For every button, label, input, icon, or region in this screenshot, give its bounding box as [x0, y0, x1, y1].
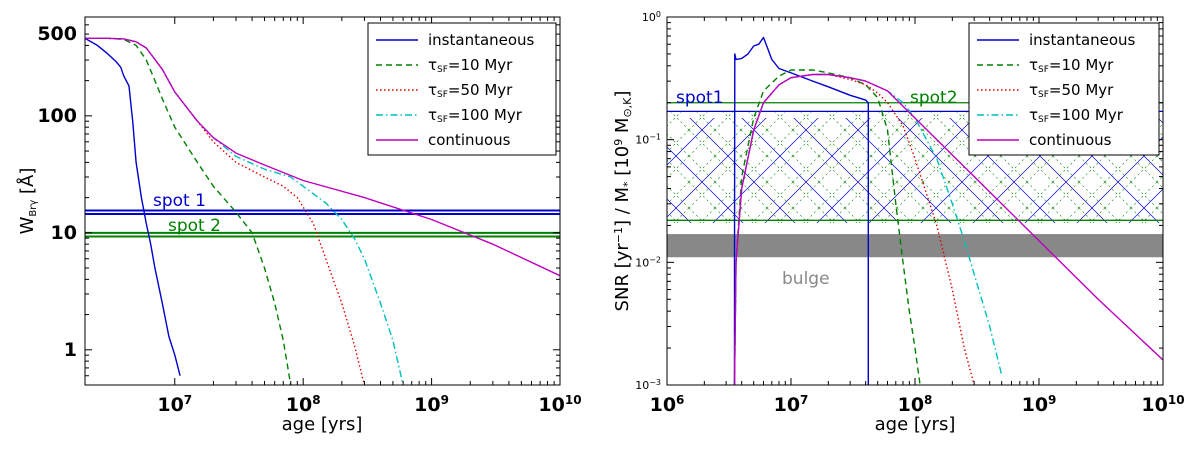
y-tick-label: 1	[64, 339, 77, 361]
bulge-label: bulge	[782, 269, 830, 289]
plot-frame	[84, 16, 561, 386]
legend-label-instantaneous: instantaneous	[428, 31, 535, 49]
y-axis-label: SNR [yr−1] / M* [109 M⊙,K]	[612, 91, 634, 312]
x-axis-label: age [yrs]	[875, 414, 956, 435]
legend: instantaneous τSF=10 Myr τSF=50 Myr τSF=100…	[968, 22, 1160, 156]
legend-label-sf-10-myr: τSF=10 Myr	[1029, 56, 1114, 75]
y-tick-label: 10	[51, 222, 77, 244]
reference-lines	[85, 209, 560, 238]
y-tick-label: 10−3	[635, 378, 661, 393]
x-tick-label: 109	[414, 393, 449, 416]
axis-ticks: 106 107 108 109 1010 100 10−1 10−2 10−3	[635, 10, 1184, 417]
legend: instantaneous τSF=10 Myr τSF=50 Myr τSF=100…	[367, 22, 557, 156]
x-axis-label: age [yrs]	[282, 414, 363, 435]
ref-label-spot2: spot2	[910, 88, 958, 108]
legend-box	[367, 22, 557, 156]
ref-label-spot-1: spot 1	[153, 191, 206, 211]
x-tick-label: 107	[157, 393, 192, 416]
series-line-continuous	[733, 73, 1163, 385]
legend-box	[968, 22, 1160, 156]
series-line-sf-100-myr	[85, 37, 404, 385]
series-lines	[733, 36, 1163, 385]
x-tick-label: 108	[898, 393, 933, 416]
ref-label-spot-2: spot 2	[168, 216, 221, 236]
x-tick-label: 106	[650, 393, 685, 416]
series-line-instantaneous	[85, 37, 181, 376]
series-line-sf-50-myr	[85, 37, 366, 385]
y-tick-label: 100	[642, 10, 661, 25]
x-tick-label: 1010	[538, 393, 581, 416]
y-tick-label: 100	[37, 105, 77, 127]
x-tick-label: 1010	[1141, 393, 1184, 416]
y-tick-label: 10−2	[635, 255, 661, 270]
legend-label-continuous: continuous	[428, 131, 511, 149]
plot-frame	[666, 16, 1164, 386]
x-tick-label: 109	[1022, 393, 1057, 416]
chart-panel-snr: 106 107 108 109 1010 100 10−1 10−2 10−3 spot1 sp…	[612, 10, 1185, 436]
series-line-sf-10-myr	[85, 37, 292, 385]
legend-label-sf-100-myr: τSF=100 Myr	[428, 106, 523, 125]
bulge-band	[667, 234, 1163, 258]
legend-label-sf-100-myr: τSF=100 Myr	[1029, 106, 1124, 125]
series-line-sf-10-myr	[733, 69, 921, 385]
x-tick-label: 107	[774, 393, 809, 416]
legend-label-sf-50-myr: τSF=50 Myr	[1029, 81, 1114, 100]
x-tick-label: 108	[286, 393, 321, 416]
y-axis-label: WBrγ [Å]	[16, 168, 39, 235]
legend-label-instantaneous: instantaneous	[1029, 31, 1136, 49]
series-line-continuous	[85, 37, 560, 277]
y-tick-label: 500	[37, 23, 77, 45]
legend-label-continuous: continuous	[1029, 131, 1112, 149]
series-line-instantaneous	[733, 36, 869, 385]
y-tick-label: 10−1	[635, 132, 661, 147]
chart-panel-equivalent-width: 107 108 109 1010 500 100 10 1 spot 1 spot 2 age…	[16, 16, 582, 435]
ref-label-spot1: spot1	[676, 88, 724, 108]
legend-label-sf-10-myr: τSF=10 Myr	[428, 56, 513, 75]
legend-label-sf-50-myr: τSF=50 Myr	[428, 81, 513, 100]
series-lines	[85, 37, 560, 385]
